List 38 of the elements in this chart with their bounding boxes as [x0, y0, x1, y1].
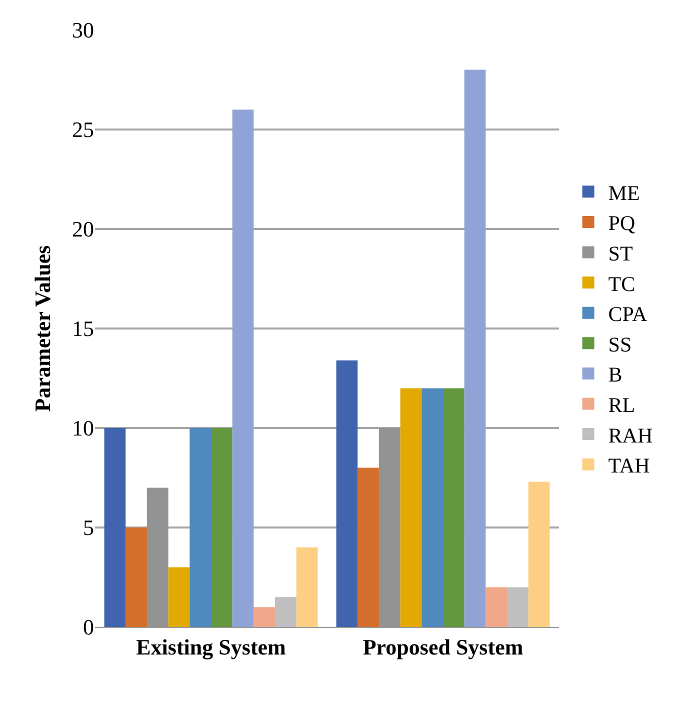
legend-label: RAH [608, 423, 653, 448]
legend-label: SS [608, 332, 632, 356]
bar [400, 388, 422, 627]
bar [190, 428, 211, 627]
bar [126, 528, 147, 627]
legend-label: ME [608, 180, 640, 205]
y-tick-label: 20 [72, 216, 94, 242]
bar [104, 428, 126, 627]
bar [464, 70, 486, 627]
bar [275, 597, 296, 627]
bar [507, 587, 528, 627]
bar [211, 428, 232, 627]
bar [232, 110, 254, 627]
bar [296, 547, 318, 627]
bar [422, 388, 443, 627]
bar [486, 587, 508, 627]
legend-label: B [608, 362, 622, 387]
y-tick-label: 5 [83, 515, 94, 540]
bar [254, 607, 276, 627]
legend-label: ST [608, 241, 633, 266]
y-axis-title: Parameter Values [30, 244, 55, 412]
y-tick-label: 0 [83, 614, 94, 640]
bar [528, 482, 550, 627]
legend-label: TAH [608, 454, 650, 478]
y-tick-label: 15 [72, 316, 94, 342]
y-tick-label: 10 [72, 416, 94, 441]
bar [443, 388, 464, 627]
legend-label: RL [608, 392, 636, 417]
legend-label: PQ [608, 211, 636, 236]
x-tick-label: Proposed System [362, 634, 524, 660]
x-tick-label: Existing System [136, 634, 286, 660]
bar [168, 567, 190, 627]
bar [358, 468, 379, 627]
legend-label: TC [608, 272, 636, 296]
bar [336, 360, 358, 627]
legend-label: CPA [608, 302, 648, 326]
y-tick-label: 25 [72, 117, 94, 142]
y-tick-label: 30 [72, 18, 94, 43]
